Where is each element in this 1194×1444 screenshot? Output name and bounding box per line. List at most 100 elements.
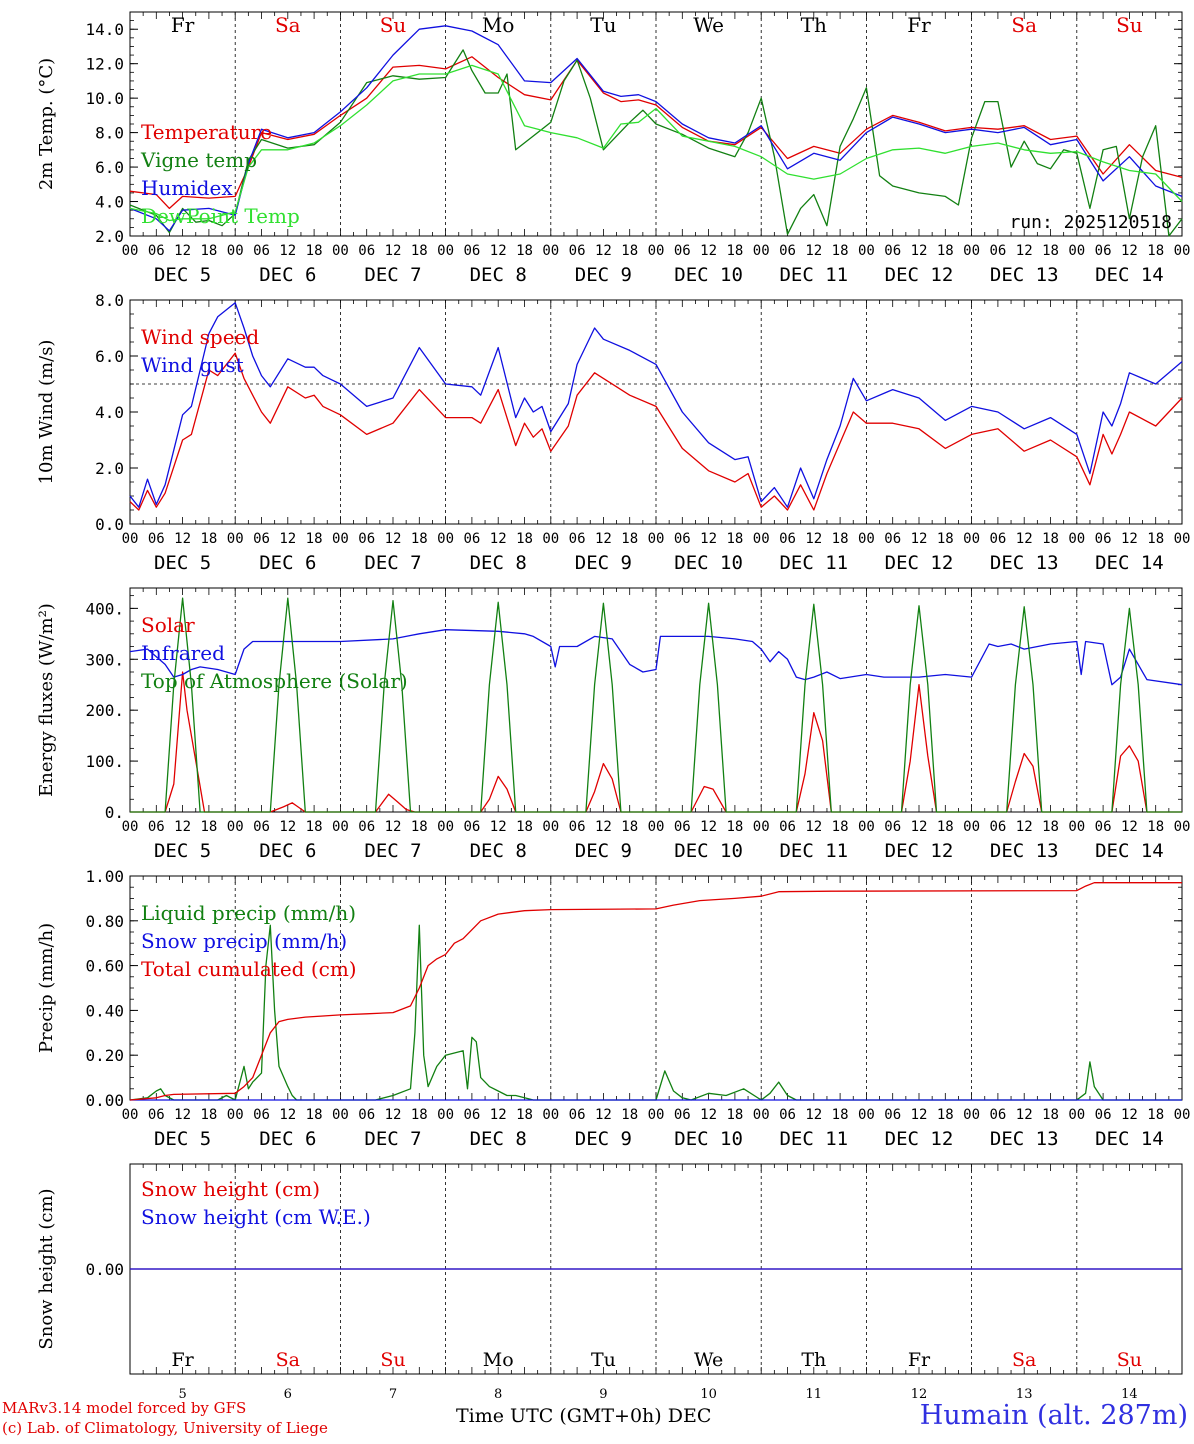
x-hour-label: 00 — [963, 819, 980, 835]
x-hour-label: 06 — [253, 531, 270, 547]
y-tick-label: 12.0 — [85, 55, 124, 74]
y-tick-label: 6.0 — [95, 347, 124, 366]
y-tick-label: 8.0 — [95, 124, 124, 143]
day-number: 13 — [1016, 1387, 1033, 1402]
y-tick-label: 14.0 — [85, 20, 124, 39]
series-line — [129, 56, 1183, 210]
day-name: We — [694, 1349, 723, 1371]
x-date-label: DEC 11 — [779, 1128, 848, 1150]
plot-frame — [129, 299, 1183, 525]
legend-entry: Top of Atmosphere (Solar) — [141, 669, 408, 693]
x-hour-label: 18 — [937, 1107, 954, 1123]
x-date-label: DEC 8 — [470, 1128, 527, 1150]
x-hour-label: 06 — [884, 243, 901, 259]
x-date-label: DEC 8 — [470, 552, 527, 574]
x-hour-label: 18 — [1147, 243, 1164, 259]
x-hour-label: 12 — [595, 531, 612, 547]
legend-entry: Snow height (cm) — [141, 1177, 320, 1201]
x-hour-label: 06 — [569, 1107, 586, 1123]
panel-energy: 0. 100. 200. 300. 400. Energy fluxes (W/m²) So… — [36, 587, 1190, 862]
day-name: Tu — [590, 13, 616, 37]
x-date-label: DEC 9 — [575, 264, 632, 286]
y-axis-label: Energy fluxes (W/m²) — [36, 603, 57, 797]
x-date-label: DEC 7 — [364, 264, 421, 286]
day-name: Sa — [1011, 13, 1037, 37]
x-hour-label: 12 — [700, 1107, 717, 1123]
y-tick-label: 0.60 — [85, 957, 124, 976]
legend-entry: Vigne temp — [140, 148, 257, 172]
day-number: 14 — [1121, 1387, 1138, 1402]
day-number: 9 — [599, 1387, 607, 1402]
x-date-label: DEC 14 — [1095, 1128, 1164, 1150]
x-hour-label: 12 — [279, 1107, 296, 1123]
x-hour-label: 18 — [516, 243, 533, 259]
x-hour-label: 18 — [621, 1107, 638, 1123]
credit-lab: (c) Lab. of Climatology, University of L… — [2, 1419, 328, 1437]
x-hour-label: 06 — [674, 243, 691, 259]
x-hour-label: 06 — [358, 1107, 375, 1123]
x-hour-label: 00 — [753, 819, 770, 835]
x-hour-label: 12 — [1016, 1107, 1033, 1123]
day-name: Fr — [908, 1349, 931, 1371]
day-name: Su — [380, 1349, 405, 1371]
x-axis-title: Time UTC (GMT+0h) DEC — [456, 1405, 712, 1427]
x-date-label: DEC 13 — [990, 264, 1059, 286]
x-hour-label: 06 — [463, 1107, 480, 1123]
x-hour-label: 00 — [437, 1107, 454, 1123]
x-date-label: DEC 12 — [885, 1128, 954, 1150]
x-hour-label: 06 — [779, 531, 796, 547]
legend-entry: Total cumulated (cm) — [141, 957, 357, 981]
x-hour-label: 12 — [700, 243, 717, 259]
x-hour-label: 00 — [332, 531, 349, 547]
x-hour-label: 18 — [1147, 1107, 1164, 1123]
station-label: Humain (alt. 287m) — [919, 1400, 1188, 1431]
day-name: Su — [380, 13, 407, 37]
x-hour-label: 06 — [358, 531, 375, 547]
x-hour-label: 06 — [148, 819, 165, 835]
run-label: run: 2025120518 — [1009, 212, 1172, 233]
series-line — [129, 882, 1182, 1101]
x-hour-label: 12 — [1121, 531, 1138, 547]
x-hour-label: 12 — [385, 243, 402, 259]
day-name: Th — [801, 1349, 826, 1371]
x-hour-label: 06 — [253, 819, 270, 835]
y-axis-label: 10m Wind (m/s) — [36, 340, 57, 485]
series-line — [129, 352, 1183, 511]
x-date-label: DEC 6 — [259, 840, 316, 862]
day-name: Mo — [483, 1349, 514, 1371]
x-hour-label: 06 — [253, 243, 270, 259]
x-hour-label: 12 — [1016, 243, 1033, 259]
x-hour-label: 06 — [569, 243, 586, 259]
x-date-label: DEC 10 — [674, 840, 743, 862]
x-hour-label: 18 — [306, 1107, 323, 1123]
x-hour-label: 06 — [989, 819, 1006, 835]
day-name: Sa — [1012, 1349, 1036, 1371]
x-hour-label: 12 — [805, 243, 822, 259]
y-tick-label: 100. — [85, 752, 124, 771]
x-hour-label: 00 — [963, 243, 980, 259]
x-hour-label: 18 — [411, 243, 428, 259]
x-hour-label: 18 — [1042, 1107, 1059, 1123]
x-date-label: DEC 7 — [364, 1128, 421, 1150]
legend-entry: Liquid precip (mm/h) — [141, 901, 356, 925]
x-date-label: DEC 5 — [154, 840, 211, 862]
x-hour-label: 06 — [253, 1107, 270, 1123]
x-hour-label: 12 — [490, 1107, 507, 1123]
x-date-label: DEC 6 — [259, 552, 316, 574]
x-hour-label: 12 — [1121, 243, 1138, 259]
y-tick-label: 0.00 — [85, 1260, 124, 1279]
x-hour-label: 18 — [621, 531, 638, 547]
y-tick-label: 10.0 — [85, 89, 124, 108]
x-hour-label: 06 — [569, 531, 586, 547]
panel-temperature: 2.0 4.0 6.0 8.0 10.0 12.0 14.0 2m Temp. (°C) Tem… — [36, 11, 1190, 286]
x-hour-label: 06 — [148, 531, 165, 547]
x-hour-label: 12 — [805, 1107, 822, 1123]
day-name: Th — [801, 13, 827, 37]
x-hour-label: 12 — [911, 819, 928, 835]
x-hour-label: 12 — [595, 1107, 612, 1123]
x-date-label: DEC 5 — [154, 552, 211, 574]
day-number: 11 — [806, 1387, 823, 1402]
y-tick-label: 8.0 — [95, 291, 124, 310]
x-hour-label: 18 — [200, 819, 217, 835]
x-hour-label: 00 — [122, 531, 139, 547]
